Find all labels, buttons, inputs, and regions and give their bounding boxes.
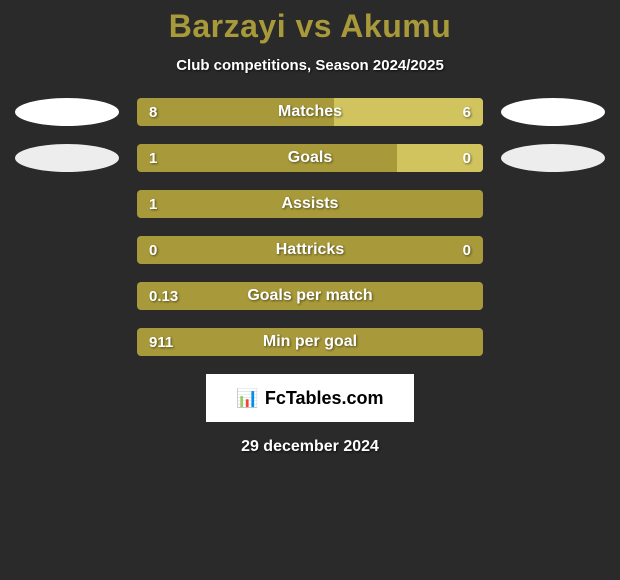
stat-value-left: 1	[149, 190, 157, 218]
stat-bar: 0 0Hattricks	[137, 236, 483, 264]
badge-spacer	[501, 328, 605, 356]
stat-label: Goals per match	[137, 282, 483, 310]
badge-spacer	[501, 190, 605, 218]
stat-value-left: 8	[149, 98, 157, 126]
stat-bar: 911Min per goal	[137, 328, 483, 356]
subtitle: Club competitions, Season 2024/2025	[0, 57, 620, 74]
stat-row: 911Min per goal	[0, 328, 620, 356]
stat-bar: 0.13Goals per match	[137, 282, 483, 310]
stat-row: 86Matches	[0, 98, 620, 126]
source-logo: 📊 FcTables.com	[206, 374, 414, 422]
badge-spacer	[15, 282, 119, 310]
stat-label: Assists	[137, 190, 483, 218]
stat-label: Min per goal	[137, 328, 483, 356]
comparison-infographic: Barzayi vs Akumu Club competitions, Seas…	[0, 0, 620, 456]
player-right-badge	[501, 98, 605, 126]
badge-spacer	[15, 328, 119, 356]
stat-bar: 1Assists	[137, 190, 483, 218]
stat-value-right: 0	[463, 144, 471, 172]
stat-rows: 86Matches10Goals1Assists00Hattricks0.13G…	[0, 98, 620, 356]
stat-bar: 10Goals	[137, 144, 483, 172]
page-title: Barzayi vs Akumu	[0, 8, 620, 45]
badge-spacer	[15, 236, 119, 264]
stat-value-left: 911	[149, 328, 173, 356]
player-left-badge	[15, 98, 119, 126]
badge-spacer	[501, 236, 605, 264]
logo-text: FcTables.com	[265, 388, 384, 409]
date-label: 29 december 2024	[0, 438, 620, 456]
stat-row: 1Assists	[0, 190, 620, 218]
stat-value-left: 0.13	[149, 282, 178, 310]
stat-value-left: 0	[149, 236, 157, 264]
badge-spacer	[501, 282, 605, 310]
stat-bar: 86Matches	[137, 98, 483, 126]
stat-row: 0 0Hattricks	[0, 236, 620, 264]
stat-value-left: 1	[149, 144, 157, 172]
badge-spacer	[15, 190, 119, 218]
chart-icon: 📊	[236, 388, 258, 409]
stat-row: 0.13Goals per match	[0, 282, 620, 310]
stat-value-right: 0	[463, 236, 471, 264]
stat-row: 10Goals	[0, 144, 620, 172]
stat-label: Hattricks	[137, 236, 483, 264]
stat-bar-fill-right	[334, 98, 483, 126]
stat-value-right: 6	[463, 98, 471, 126]
player-right-badge	[501, 144, 605, 172]
player-left-badge	[15, 144, 119, 172]
